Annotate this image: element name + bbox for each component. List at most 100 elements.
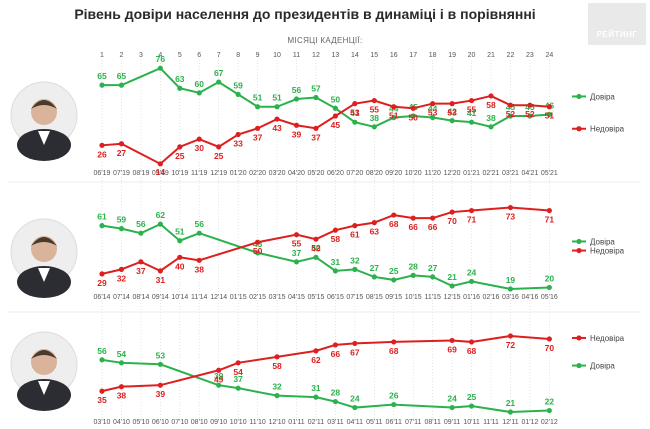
distrust-value-label: 70 [447, 216, 457, 226]
x-tick-label: 02'11 [308, 419, 324, 426]
distrust-point [274, 116, 280, 122]
distrust-value-label: 62 [311, 355, 321, 365]
distrust-value-label: 52 [525, 109, 535, 119]
trust-value-label: 67 [214, 68, 224, 78]
trust-point [235, 385, 241, 391]
photo-hair [31, 350, 57, 359]
distrust-legend-marker [576, 247, 582, 254]
x-tick-label: 12'10 [269, 419, 286, 426]
x-tick-label: 06'20 [327, 170, 344, 177]
x-tick-label: 01'11 [288, 419, 304, 426]
x-tick-label: 06'10 [152, 419, 169, 426]
distrust-point [216, 367, 222, 373]
month-number: 18 [429, 52, 437, 59]
x-tick-label: 08'11 [424, 419, 440, 426]
x-tick-label: 06'11 [386, 419, 402, 426]
trust-point [332, 268, 338, 274]
distrust-point [332, 227, 338, 233]
distrust-value-label: 50 [253, 246, 263, 256]
photo-shirt [38, 381, 50, 395]
trust-point [546, 284, 552, 291]
distrust-point [99, 142, 105, 148]
month-number: 1 [100, 52, 104, 59]
trust-point [507, 286, 514, 292]
distrust-value-label: 54 [233, 367, 243, 377]
x-tick-label: 03'16 [502, 294, 519, 301]
x-tick-label: 09'19 [152, 170, 169, 177]
x-tick-label: 12'14 [210, 294, 227, 301]
trust-value-label: 63 [175, 74, 185, 84]
distrust-point [274, 354, 280, 360]
month-number: 20 [468, 52, 476, 59]
distrust-point [352, 223, 358, 229]
distrust-point [468, 97, 475, 104]
month-number: 22 [507, 52, 515, 59]
distrust-point [99, 271, 105, 277]
trust-point [352, 119, 358, 125]
panel-poroshenko: 06'14 07'14 08'14 09'14 10'14 11'14 12'14 01'15… [8, 181, 640, 301]
distrust-value-label: 55 [370, 105, 380, 115]
trust-value-label: 28 [331, 388, 341, 398]
distrust-point [313, 125, 319, 131]
trust-value-label: 65 [117, 71, 127, 81]
distrust-point [468, 339, 475, 345]
distrust-point [507, 102, 514, 108]
x-tick-label: 03'15 [269, 294, 286, 301]
distrust-value-label: 52 [311, 243, 321, 253]
trust-point [99, 357, 105, 363]
x-tick-label: 08'15 [366, 294, 383, 301]
x-tick-label: 02'12 [541, 419, 558, 426]
distrust-value-label: 58 [486, 100, 496, 110]
trust-point [177, 85, 183, 91]
x-tick-label: 03'21 [502, 170, 519, 177]
month-number: 23 [526, 52, 534, 59]
trust-value-label: 32 [272, 382, 282, 392]
distrust-point [255, 239, 261, 245]
x-tick-label: 07'19 [113, 170, 130, 177]
distrust-value-label: 39 [156, 389, 166, 399]
month-number: 21 [487, 52, 495, 59]
x-tick-label: 11'15 [424, 294, 440, 301]
distrust-value-label: 43 [272, 123, 282, 133]
trust-value-label: 37 [233, 374, 243, 384]
trust-point [99, 82, 105, 88]
x-tick-label: 07'20 [346, 170, 363, 177]
x-tick-label: 12'11 [502, 419, 518, 426]
x-tick-label: 06'14 [94, 294, 111, 301]
trust-point [196, 90, 202, 96]
distrust-value-label: 68 [389, 219, 399, 229]
trust-point [118, 226, 125, 232]
trust-point [468, 119, 475, 125]
x-tick-label: 05'10 [132, 419, 149, 426]
trust-point [546, 111, 552, 118]
distrust-point [449, 337, 455, 344]
distrust-point [410, 105, 416, 111]
x-tick-label: 01'12 [521, 419, 538, 426]
x-tick-label: 05'21 [541, 170, 558, 177]
trust-point [449, 283, 455, 289]
trust-point [430, 114, 436, 121]
distrust-point [352, 340, 358, 347]
distrust-value-label: 31 [156, 275, 166, 285]
trust-value-label: 19 [506, 275, 516, 285]
x-tick-label: 10'20 [405, 170, 422, 177]
x-tick-label: 11'20 [424, 170, 440, 177]
distrust-point [118, 384, 125, 390]
distrust-point [352, 101, 358, 107]
x-tick-label: 06'15 [327, 294, 344, 301]
x-tick-label: 04'16 [521, 294, 538, 301]
trust-value-label: 51 [272, 93, 282, 103]
trust-point [352, 404, 358, 411]
x-tick-label: 01'16 [463, 294, 480, 301]
trust-value-label: 53 [156, 350, 166, 360]
trust-value-label: 56 [292, 85, 302, 95]
month-number: 12 [312, 52, 320, 59]
trust-point [527, 113, 533, 119]
x-tick-label: 08'19 [132, 170, 149, 177]
month-number: 24 [545, 52, 553, 59]
x-tick-label: 07'15 [346, 294, 363, 301]
trust-point [391, 114, 397, 121]
distrust-point [235, 360, 241, 366]
distrust-point [293, 122, 300, 128]
distrust-value-label: 69 [447, 344, 457, 354]
